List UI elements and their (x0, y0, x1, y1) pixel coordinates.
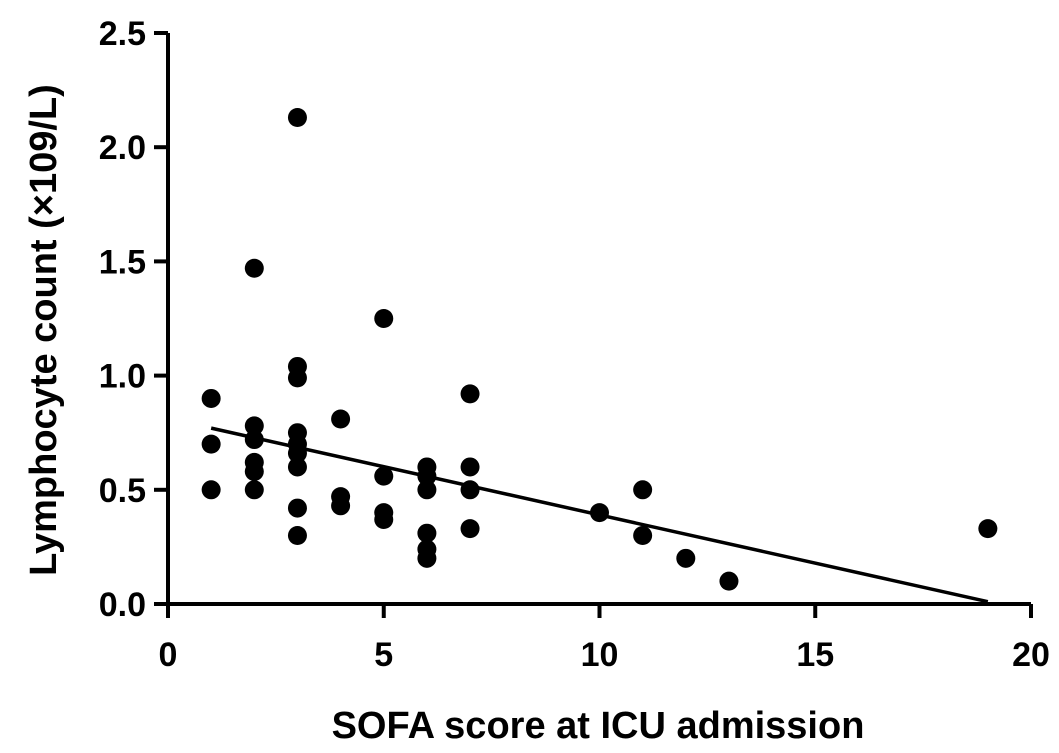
y-tick-label: 2.0 (99, 129, 146, 167)
data-point (417, 523, 437, 543)
data-point (676, 548, 696, 568)
data-point (287, 525, 307, 545)
data-point (244, 480, 264, 500)
data-point (331, 496, 351, 516)
y-tick-label: 2.5 (99, 15, 146, 53)
data-point (417, 480, 437, 500)
data-point (460, 384, 480, 404)
data-point (417, 466, 437, 486)
x-tick-label: 10 (581, 636, 619, 674)
data-point (374, 309, 394, 328)
data-point (978, 519, 998, 539)
data-point (287, 108, 307, 128)
data-point (460, 519, 480, 539)
data-point (287, 457, 307, 477)
data-point (417, 548, 437, 568)
y-tick-label: 0.5 (99, 472, 146, 510)
y-tick-label: 1.0 (99, 358, 146, 396)
x-tick-label: 15 (796, 636, 834, 674)
data-point (244, 462, 264, 482)
data-point (201, 434, 221, 454)
data-point (287, 368, 307, 388)
y-tick-label: 1.5 (99, 243, 146, 281)
data-point (201, 480, 221, 500)
data-point (201, 388, 221, 408)
data-point (460, 457, 480, 477)
data-point (590, 503, 609, 523)
x-tick-label: 5 (374, 636, 393, 674)
data-point (287, 443, 307, 463)
data-point (287, 498, 307, 518)
y-tick-label: 0.0 (99, 586, 146, 624)
x-tick-label: 20 (1012, 636, 1050, 674)
x-tick-label: 0 (159, 636, 178, 674)
data-points (201, 108, 998, 591)
data-point (633, 525, 653, 545)
data-point (719, 571, 739, 591)
data-point (374, 466, 394, 486)
y-axis-title: Lymphocyte count (×109/L) (23, 84, 65, 576)
x-axis-title: SOFA score at ICU admission (332, 705, 865, 747)
data-point (633, 480, 653, 500)
data-point (244, 430, 264, 450)
data-point (331, 409, 351, 429)
data-point (244, 416, 264, 436)
data-point (374, 509, 394, 529)
data-point (244, 258, 264, 278)
axes: 0 5 10 15 20 0.0 0.5 1.0 1.5 2.0 2.5 (99, 15, 1050, 674)
data-point (460, 480, 480, 500)
